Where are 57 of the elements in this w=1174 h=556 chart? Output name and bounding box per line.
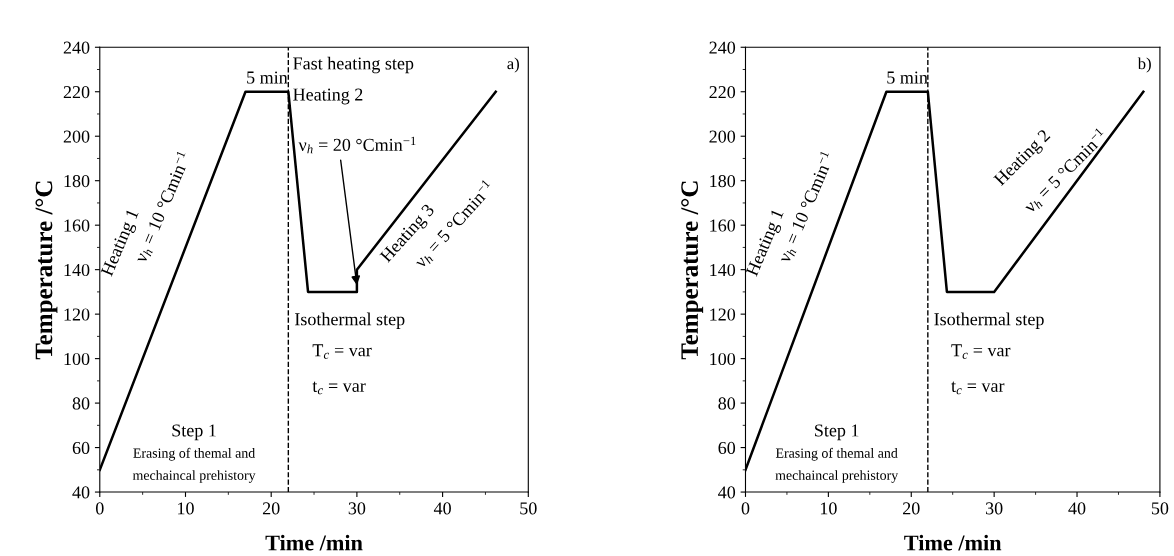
y-tick-label: 100 bbox=[64, 352, 90, 366]
y-tick-label: 180 bbox=[710, 174, 736, 188]
y-tick-label: 240 bbox=[63, 41, 90, 54]
annotation: mechaincal prehistory bbox=[132, 470, 256, 483]
x-tick-label: 40 bbox=[1068, 502, 1086, 515]
annotation: Step 1 bbox=[172, 424, 216, 441]
y-tick-label: 80 bbox=[72, 397, 90, 410]
x-tick-label: 20 bbox=[262, 502, 280, 515]
x-tick-label: 30 bbox=[985, 502, 1003, 515]
y-tick-label: 180 bbox=[64, 174, 90, 188]
annotation: Erasing of themal and bbox=[133, 447, 256, 461]
annotation: T$_{c}$ = var bbox=[951, 344, 1011, 359]
y-tick-label: 160 bbox=[64, 219, 90, 232]
annotation: Step 1 bbox=[815, 424, 859, 441]
x-tick-label: 50 bbox=[1151, 502, 1169, 515]
x-tick-label: 10 bbox=[178, 502, 194, 515]
y-tick-label: 40 bbox=[72, 486, 90, 499]
y-tick-label: 200 bbox=[709, 130, 736, 143]
annotation: Heating 2 bbox=[293, 88, 363, 105]
x-axis-title: Time /min bbox=[265, 534, 363, 551]
annotation: a) bbox=[507, 57, 519, 73]
x-tick-label: 30 bbox=[348, 502, 366, 515]
y-tick-label: 140 bbox=[64, 263, 90, 277]
y-tick-label: 140 bbox=[710, 263, 736, 277]
y-tick-label: 200 bbox=[63, 130, 90, 143]
x-tick-label: 20 bbox=[903, 502, 920, 515]
annotation: Isothermal step bbox=[934, 312, 1044, 329]
y-tick-label: 100 bbox=[710, 352, 736, 366]
y-tick-label: 80 bbox=[718, 397, 736, 410]
annotation: ν$_{h}$ = 20 °Cmin$^{−1}$ bbox=[298, 136, 416, 154]
annotation: t$_{c}$ = var bbox=[951, 381, 1005, 395]
annotation: 5 min bbox=[247, 71, 288, 84]
y-tick-label: 220 bbox=[709, 86, 736, 99]
y-axis-title: Temperature /°C bbox=[35, 181, 58, 360]
x-tick-label: 50 bbox=[520, 502, 537, 515]
x-tick-label: 10 bbox=[820, 502, 837, 515]
y-tick-label: 40 bbox=[718, 486, 736, 499]
x-tick-label: 0 bbox=[741, 502, 750, 515]
annotation: b) bbox=[1137, 57, 1151, 73]
y-tick-label: 60 bbox=[72, 441, 90, 455]
x-tick-label: 0 bbox=[95, 502, 104, 515]
x-axis-title: Time /min bbox=[904, 534, 1002, 551]
y-tick-label: 60 bbox=[718, 441, 736, 455]
y-axis-title: Temperature /°C bbox=[681, 181, 704, 360]
annotation: Fast heating step bbox=[293, 56, 414, 74]
x-tick-label: 40 bbox=[433, 502, 451, 515]
annotation: Erasing of themal and bbox=[775, 447, 898, 461]
y-tick-label: 220 bbox=[63, 86, 90, 99]
annotation: Isothermal step bbox=[294, 312, 405, 329]
annotation: 5 min bbox=[887, 71, 928, 84]
y-tick-label: 120 bbox=[710, 308, 736, 321]
y-tick-label: 120 bbox=[64, 308, 90, 321]
annotation: mechaincal prehistory bbox=[775, 470, 899, 483]
annotation: t$_{c}$ = var bbox=[312, 381, 366, 395]
y-tick-label: 240 bbox=[709, 41, 736, 54]
annotation: T$_{c}$ = var bbox=[312, 344, 372, 359]
y-tick-label: 160 bbox=[710, 219, 736, 232]
